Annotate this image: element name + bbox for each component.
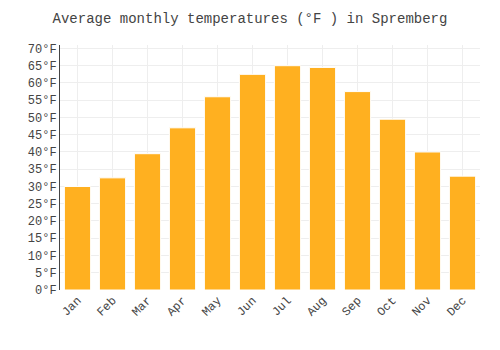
svg-text:70°F: 70°F	[28, 43, 57, 57]
svg-text:Aug: Aug	[304, 294, 329, 319]
svg-text:Jul: Jul	[269, 294, 294, 319]
svg-text:50°F: 50°F	[28, 112, 57, 126]
svg-text:35°F: 35°F	[28, 163, 57, 177]
svg-text:Jun: Jun	[234, 294, 259, 319]
svg-text:15°F: 15°F	[28, 232, 57, 246]
svg-text:10°F: 10°F	[28, 250, 57, 264]
svg-text:Feb: Feb	[94, 294, 119, 319]
svg-text:Mar: Mar	[129, 294, 154, 319]
svg-text:May: May	[199, 294, 224, 319]
svg-text:25°F: 25°F	[28, 198, 57, 212]
svg-text:55°F: 55°F	[28, 94, 57, 108]
svg-text:Nov: Nov	[409, 294, 434, 319]
svg-text:45°F: 45°F	[28, 129, 57, 143]
svg-text:Jan: Jan	[59, 294, 84, 319]
svg-text:5°F: 5°F	[35, 267, 57, 281]
svg-text:20°F: 20°F	[28, 215, 57, 229]
svg-text:0°F: 0°F	[35, 284, 57, 298]
svg-text:40°F: 40°F	[28, 146, 57, 160]
svg-text:65°F: 65°F	[28, 60, 57, 74]
svg-text:30°F: 30°F	[28, 181, 57, 195]
svg-text:Dec: Dec	[444, 294, 469, 319]
svg-text:Apr: Apr	[164, 294, 189, 319]
svg-text:Sep: Sep	[339, 294, 364, 319]
svg-text:60°F: 60°F	[28, 77, 57, 91]
svg-text:Average monthly temperatures (: Average monthly temperatures (°F ) in Sp…	[53, 11, 448, 27]
svg-text:Oct: Oct	[374, 294, 399, 319]
